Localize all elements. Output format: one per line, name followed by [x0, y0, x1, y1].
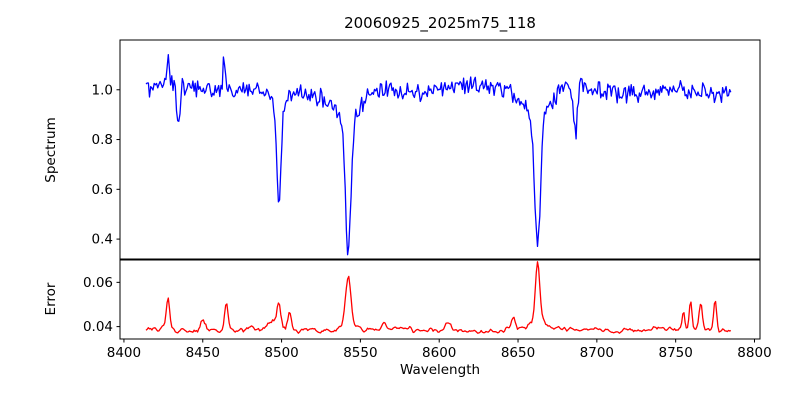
plot-title: 20060925_2025m75_118 — [344, 14, 536, 33]
x-axis-label: Wavelength — [400, 362, 480, 378]
x-tick-label: 8450 — [186, 345, 220, 361]
spectrum-y-tick-label: 0.4 — [92, 232, 113, 248]
x-tick-label: 8800 — [737, 345, 771, 361]
x-tick-label: 8600 — [422, 345, 456, 361]
x-tick-label: 8500 — [264, 345, 298, 361]
x-tick-label: 8400 — [107, 345, 141, 361]
x-tick-label: 8750 — [658, 345, 692, 361]
spectrum-line — [145, 54, 732, 256]
spectrum-y-tick-label: 0.6 — [92, 182, 113, 198]
error-y-tick-label: 0.04 — [83, 319, 113, 335]
spectrum-panel-border — [119, 39, 761, 260]
error-line — [145, 261, 732, 334]
x-tick-label: 8700 — [580, 345, 614, 361]
spectrum-y-axis-label: Spectrum — [43, 117, 59, 182]
x-tick-label: 8650 — [501, 345, 535, 361]
error-y-tick-label: 0.06 — [83, 275, 113, 291]
spectrum-y-tick-label: 0.8 — [92, 132, 113, 148]
error-y-axis-label: Error — [43, 282, 59, 315]
spectrum-y-tick-label: 1.0 — [92, 82, 113, 98]
error-panel-border — [119, 259, 761, 340]
x-tick-label: 8550 — [343, 345, 377, 361]
